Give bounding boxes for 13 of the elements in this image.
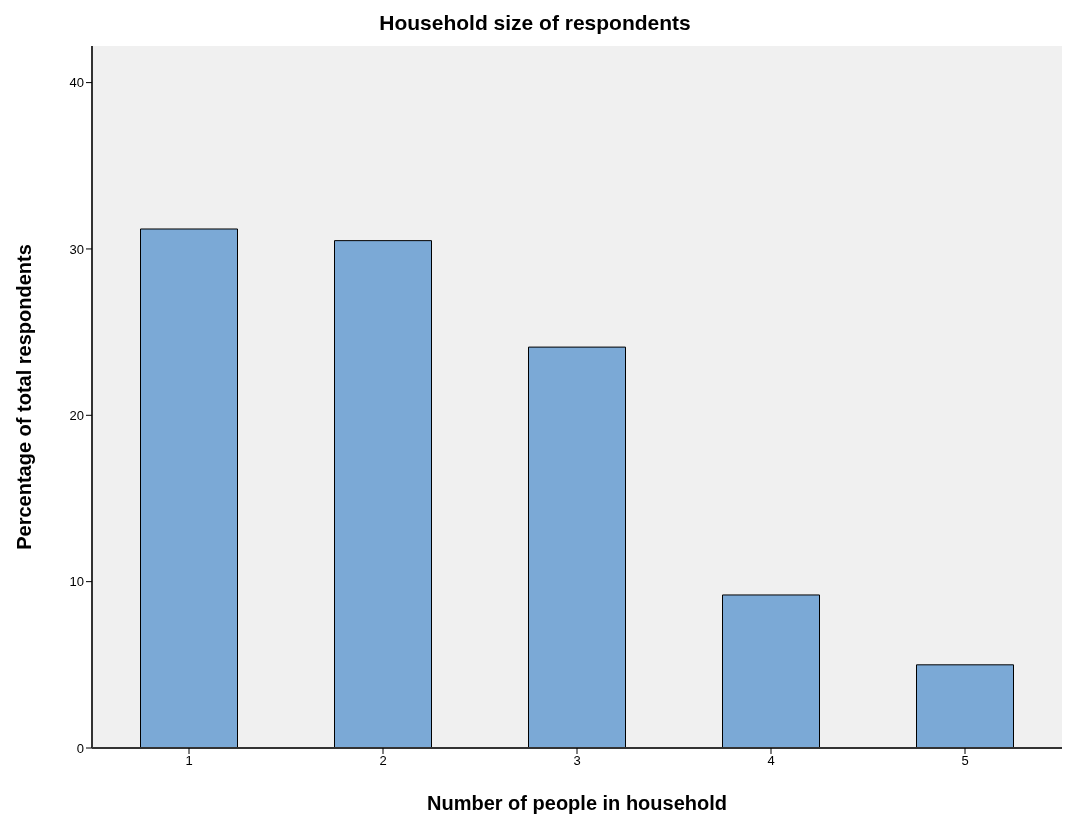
- y-tick-label: 10: [69, 574, 84, 590]
- x-tick-label: 2: [379, 753, 387, 769]
- chart-title: Household size of respondents: [378, 10, 692, 36]
- x-axis-title: Number of people in household: [427, 792, 727, 814]
- y-tick-label: 40: [69, 75, 84, 91]
- y-tick-label: 20: [69, 407, 84, 423]
- y-tick-label: 30: [69, 241, 84, 257]
- y-tick-label: 0: [76, 740, 84, 756]
- x-tick-label: 1: [185, 753, 193, 769]
- x-tick-label: 3: [573, 753, 581, 769]
- x-tick-label: 4: [767, 753, 775, 769]
- y-axis-title: Percentage of total respondents: [13, 244, 36, 550]
- x-tick-label: 5: [961, 753, 969, 769]
